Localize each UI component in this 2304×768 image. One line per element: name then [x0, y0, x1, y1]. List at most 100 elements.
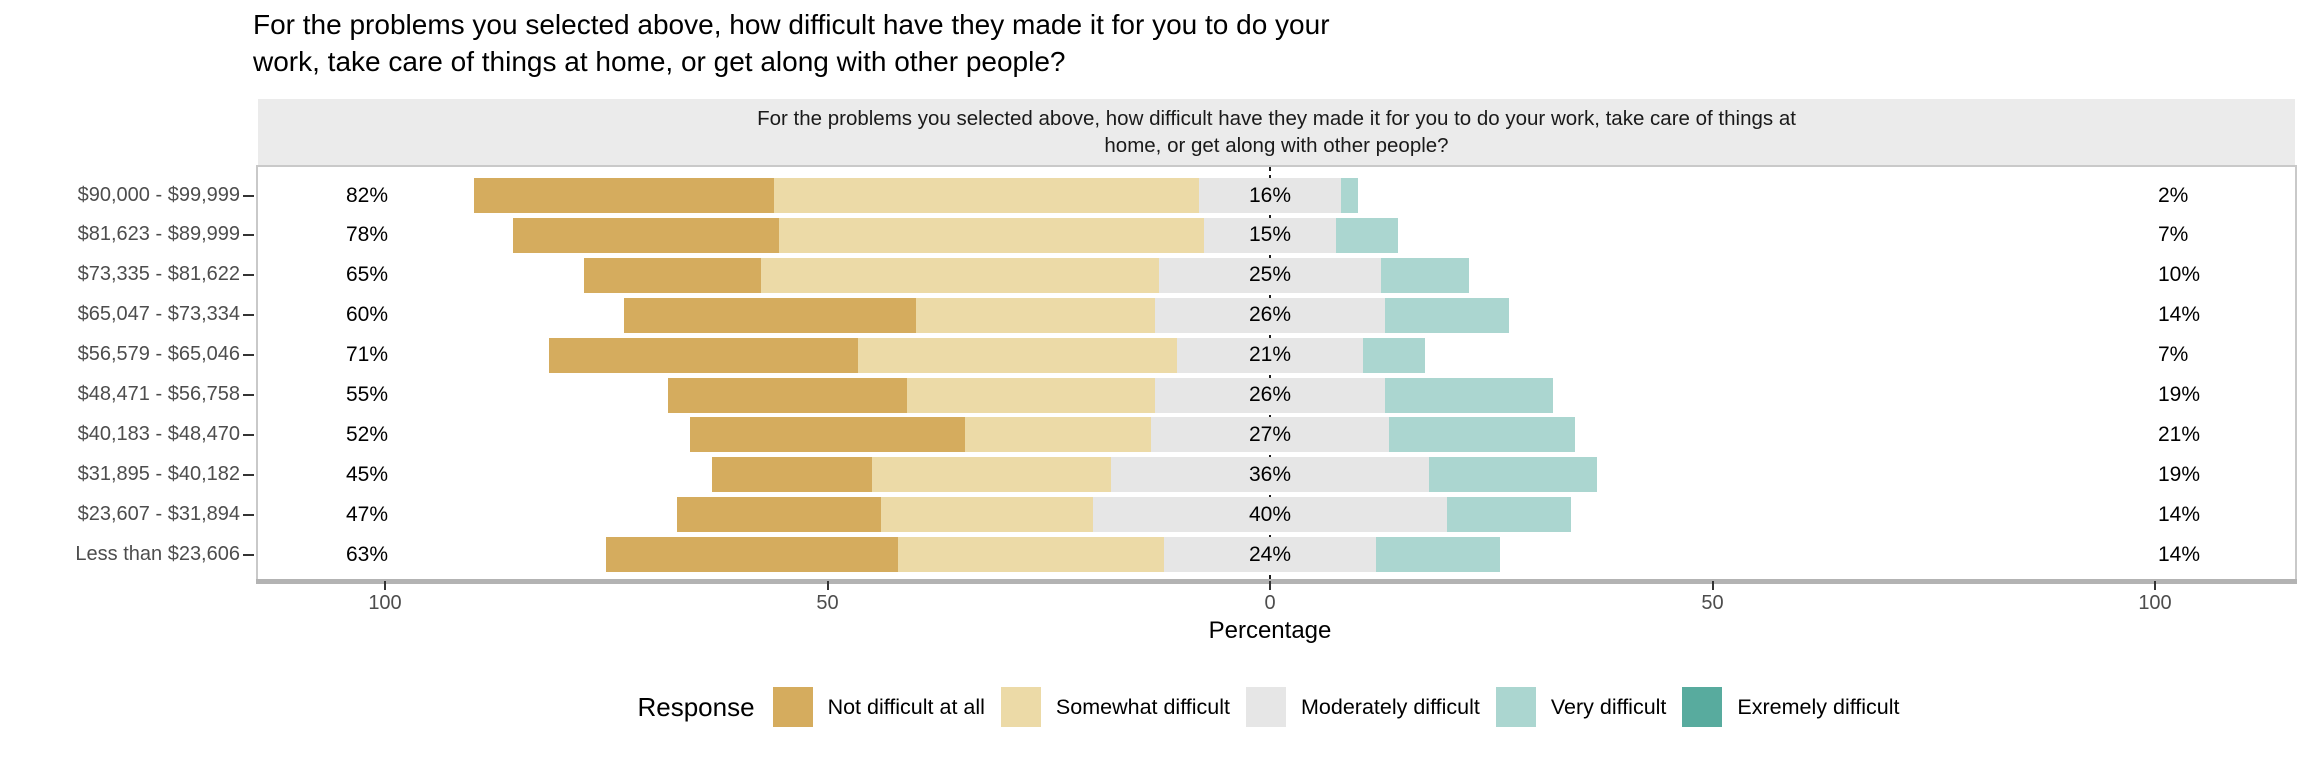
x-axis-tick — [1269, 581, 1271, 590]
legend-item: Moderately difficult — [1246, 687, 1480, 727]
bar-segment-somewhat-difficult — [907, 377, 1155, 413]
bar-segment-moderately-difficult — [1110, 457, 1430, 493]
y-axis-tick — [243, 354, 254, 357]
x-axis-tick — [1711, 581, 1714, 590]
bar-segment-very-difficult — [1429, 457, 1598, 493]
legend-swatch-somewhat-difficult — [1000, 687, 1041, 727]
right-total-label: 14% — [2158, 542, 2201, 566]
right-total-label: 7% — [2158, 223, 2189, 247]
x-axis-tick-label: 50 — [816, 592, 839, 614]
bar-segment-somewhat-difficult — [774, 178, 1200, 213]
bar-segment-very-difficult — [1362, 337, 1425, 373]
bar-segment-very-difficult — [1340, 178, 1359, 213]
left-total-label: 47% — [345, 502, 389, 526]
y-axis-label: $31,895 - $40,182 — [77, 462, 240, 485]
bar-segment-somewhat-difficult — [761, 257, 1160, 293]
legend-items: Not difficult at all Somewhat difficult Mo… — [772, 687, 1916, 727]
center-neutral-label: 40% — [1248, 502, 1292, 526]
bar-segment-very-difficult — [1389, 417, 1576, 453]
right-total-label: 10% — [2158, 263, 2201, 287]
bar-segment-somewhat-difficult — [858, 337, 1178, 373]
x-axis-tick — [826, 581, 829, 590]
bar-segment-somewhat-difficult — [898, 537, 1164, 573]
y-axis-tick — [243, 314, 254, 317]
bar-segment-moderately-difficult — [1093, 497, 1447, 533]
left-total-label: 71% — [345, 343, 389, 367]
center-neutral-label: 24% — [1248, 542, 1292, 566]
center-neutral-label: 27% — [1248, 422, 1292, 446]
x-axis-tick — [384, 581, 386, 590]
left-total-label: 78% — [345, 223, 389, 247]
chart-title-line2: work, take care of things at home, or ge… — [253, 46, 1066, 77]
bar-segment-very-difficult — [1385, 297, 1509, 333]
x-axis-tick-label: 100 — [2138, 592, 2172, 614]
right-total-label: 19% — [2158, 462, 2201, 486]
y-axis-tick — [243, 553, 254, 556]
bar-segment-moderately-difficult — [1163, 537, 1377, 573]
legend-swatch-exremely-difficult — [1682, 687, 1723, 727]
x-axis-tick-label: 100 — [368, 592, 402, 614]
y-axis-tick — [243, 433, 254, 436]
y-axis-label: $56,579 - $65,046 — [77, 343, 240, 366]
bar-segment-not-difficult-at-all — [513, 217, 779, 253]
bar-segment-not-difficult-at-all — [668, 377, 908, 413]
bar-segment-somewhat-difficult — [964, 417, 1151, 453]
bar-segment-moderately-difficult — [1150, 417, 1390, 453]
legend-item: Very difficult — [1495, 687, 1666, 727]
y-axis-label: $90,000 - $99,999 — [77, 183, 240, 206]
bar-segment-not-difficult-at-all — [606, 537, 899, 573]
bar-segment-very-difficult — [1376, 537, 1501, 573]
y-axis-tick — [243, 274, 254, 277]
legend-item-label: Somewhat difficult — [1055, 694, 1231, 719]
bar-segment-moderately-difficult — [1154, 297, 1386, 333]
y-axis-tick — [243, 513, 254, 516]
bar-segment-somewhat-difficult — [916, 297, 1155, 333]
legend-item-label: Not difficult at all — [827, 694, 985, 719]
legend-swatch-moderately-difficult — [1246, 687, 1287, 727]
bar-segment-not-difficult-at-all — [623, 297, 916, 333]
legend-item: Somewhat difficult — [1000, 687, 1231, 727]
legend-item: Not difficult at all — [772, 687, 985, 727]
y-axis-label: Less than $23,606 — [75, 542, 240, 565]
right-total-label: 14% — [2158, 303, 2201, 327]
center-neutral-label: 15% — [1248, 223, 1292, 247]
bar-segment-very-difficult — [1336, 217, 1399, 253]
facet-strip-line1: For the problems you selected above, how… — [757, 107, 1796, 130]
x-axis-title: Percentage — [1208, 617, 1332, 644]
bar-segment-somewhat-difficult — [880, 497, 1093, 533]
legend-title: Response — [637, 691, 755, 722]
bar-segment-moderately-difficult — [1199, 178, 1341, 213]
bar-segment-somewhat-difficult — [871, 457, 1111, 493]
y-axis-label: $40,183 - $48,470 — [77, 422, 240, 445]
legend-swatch-very-difficult — [1495, 687, 1536, 727]
zero-dashed-line — [1269, 167, 1271, 579]
bar-segment-very-difficult — [1380, 257, 1470, 293]
y-axis-label: $73,335 - $81,622 — [77, 263, 240, 286]
legend: Response Not difficult at all Somewhat di… — [258, 684, 2295, 730]
left-total-label: 63% — [345, 542, 389, 566]
left-total-label: 60% — [345, 303, 389, 327]
y-axis-label: $81,623 - $89,999 — [77, 223, 240, 246]
right-total-label: 19% — [2158, 383, 2201, 406]
chart-title-line1: For the problems you selected above, how… — [253, 9, 1330, 40]
legend-item-label: Exremely difficult — [1737, 694, 1900, 719]
right-total-label: 21% — [2158, 422, 2201, 446]
right-total-label: 7% — [2158, 343, 2189, 367]
center-neutral-label: 16% — [1248, 183, 1292, 207]
y-axis-tick — [243, 194, 254, 197]
left-total-label: 45% — [345, 462, 389, 486]
chart-title: For the problems you selected above, how… — [253, 6, 1330, 80]
left-total-label: 52% — [345, 422, 389, 446]
x-axis-tick-label: 50 — [1701, 592, 1724, 614]
bar-segment-not-difficult-at-all — [690, 417, 965, 453]
facet-strip: For the problems you selected above, how… — [258, 99, 2295, 165]
center-neutral-label: 25% — [1248, 263, 1292, 287]
x-axis-tick-label: 0 — [1264, 592, 1276, 614]
bar-segment-not-difficult-at-all — [473, 178, 775, 213]
facet-strip-text: For the problems you selected above, how… — [757, 105, 1796, 159]
y-axis-label: $48,471 - $56,758 — [77, 383, 240, 405]
y-axis-tick — [243, 473, 254, 476]
y-axis-label: $23,607 - $31,894 — [77, 502, 240, 525]
bar-segment-moderately-difficult — [1154, 377, 1386, 413]
